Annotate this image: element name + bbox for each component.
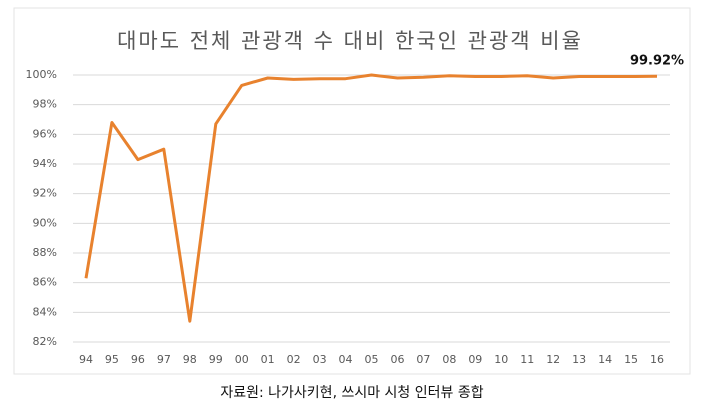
x-tick-label: 05	[365, 353, 379, 366]
data-label: 99.92%	[630, 54, 684, 69]
x-tick-label: 06	[390, 353, 404, 366]
y-tick-label: 86%	[33, 276, 57, 289]
x-tick-label: 10	[494, 353, 508, 366]
y-tick-label: 98%	[33, 98, 57, 111]
y-tick-label: 94%	[33, 157, 57, 170]
x-tick-label: 94	[79, 353, 93, 366]
y-tick-label: 92%	[33, 187, 57, 200]
y-tick-label: 82%	[33, 335, 57, 348]
x-tick-label: 09	[468, 353, 482, 366]
x-tick-label: 03	[313, 353, 327, 366]
x-tick-label: 00	[235, 353, 249, 366]
caption: 자료원: 나가사키현, 쓰시마 시청 인터뷰 종합	[220, 385, 483, 401]
x-tick-label: 14	[598, 353, 612, 366]
x-tick-label: 01	[261, 353, 275, 366]
x-tick-label: 96	[131, 353, 145, 366]
y-tick-label: 100%	[26, 68, 57, 81]
x-tick-label: 13	[572, 353, 586, 366]
x-tick-label: 08	[442, 353, 456, 366]
x-tick-label: 97	[157, 353, 171, 366]
y-tick-label: 88%	[33, 246, 57, 259]
x-tick-label: 04	[339, 353, 353, 366]
chart-title: 대마도 전체 관광객 수 대비 한국인 관광객 비율	[117, 29, 583, 53]
x-tick-label: 07	[416, 353, 430, 366]
x-tick-label: 98	[183, 353, 197, 366]
chart-frame	[13, 7, 691, 375]
x-tick-label: 16	[650, 353, 664, 366]
y-tick-label: 96%	[33, 127, 57, 140]
x-tick-label: 11	[520, 353, 534, 366]
x-tick-label: 99	[209, 353, 223, 366]
x-tick-label: 12	[546, 353, 560, 366]
y-tick-label: 90%	[33, 216, 57, 229]
series-line	[84, 73, 658, 323]
x-tick-label: 15	[624, 353, 638, 366]
x-tick-label: 02	[287, 353, 301, 366]
x-tick-label: 95	[105, 353, 119, 366]
y-tick-label: 84%	[33, 305, 57, 318]
